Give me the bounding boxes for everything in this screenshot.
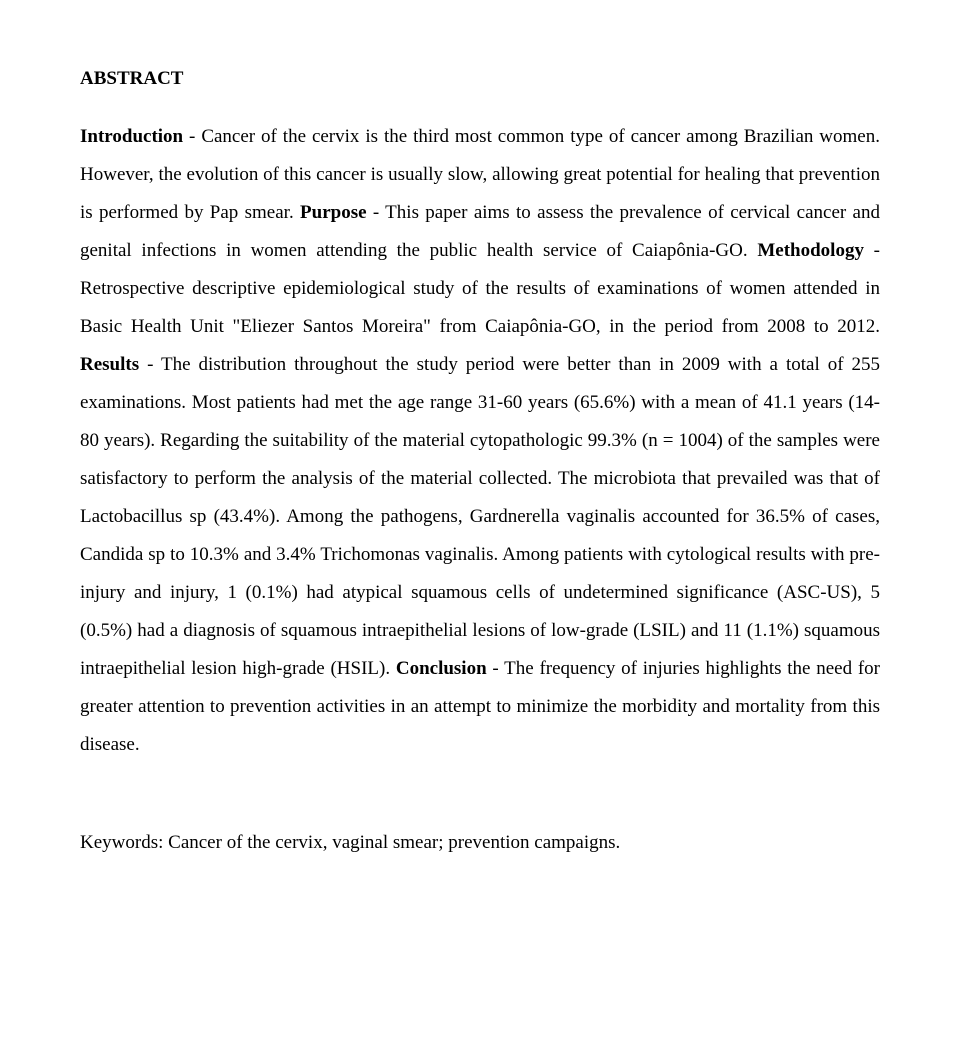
methodology-label: Methodology [757,240,864,261]
purpose-label: Purpose [300,202,367,223]
keywords-label: Keywords: [80,832,168,853]
results-label: Results [80,354,139,375]
intro-label: Introduction [80,126,183,147]
results-text: - The distribution throughout the study … [80,354,880,679]
keywords-line: Keywords: Cancer of the cervix, vaginal … [80,824,880,862]
conclusion-label: Conclusion [396,658,487,679]
abstract-body: Introduction - Cancer of the cervix is t… [80,118,880,764]
keywords-text: Cancer of the cervix, vaginal smear; pre… [168,832,620,853]
abstract-heading: ABSTRACT [80,60,880,98]
